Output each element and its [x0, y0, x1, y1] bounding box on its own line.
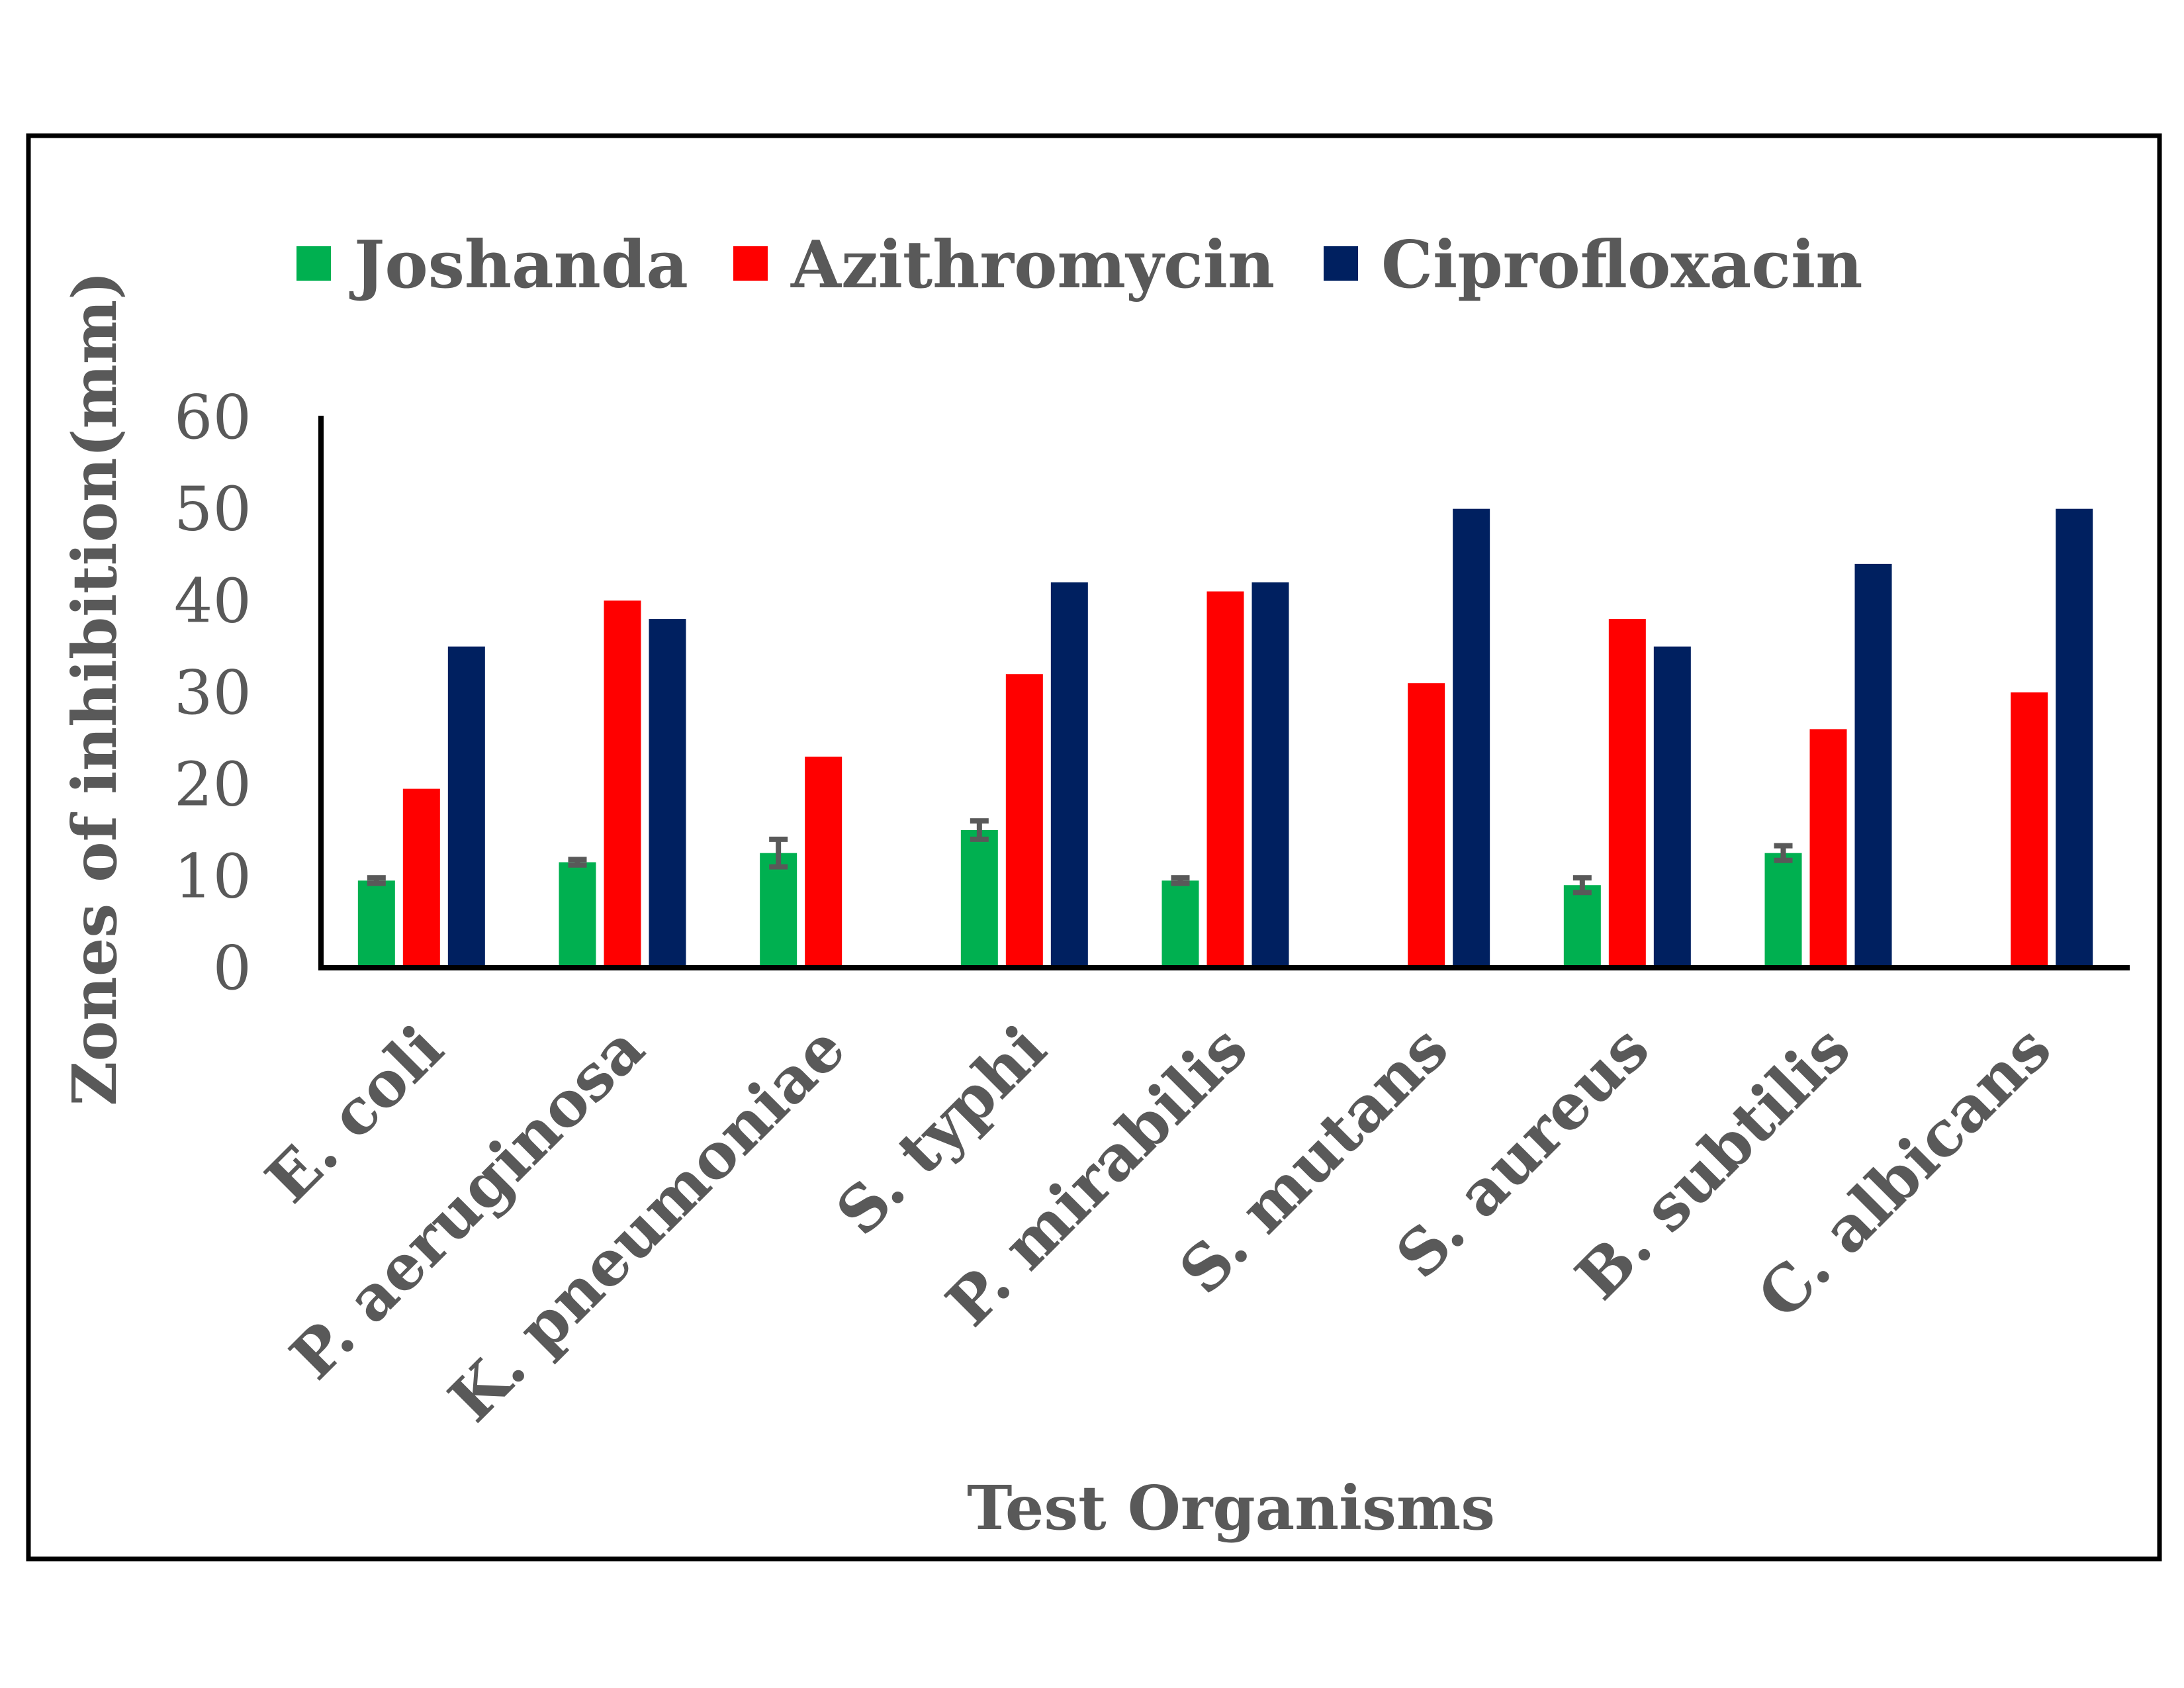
- bar-joshanda-8: [1764, 853, 1802, 968]
- error-bar-5: [1171, 875, 1190, 886]
- bar-ciprofloxacin-8: [1854, 563, 1892, 968]
- y-tick-label: 60: [174, 382, 251, 453]
- bars: [357, 508, 2093, 968]
- error-bar-2: [568, 857, 587, 868]
- error-bars: [367, 818, 1793, 896]
- error-bar-3: [769, 836, 788, 870]
- y-axis-title: Zones of inhibition(mm): [59, 271, 130, 1105]
- x-tick-label: E. coli: [252, 1011, 457, 1217]
- bar-azithromycin-7: [1608, 619, 1646, 968]
- error-bar-1: [367, 875, 386, 886]
- legend: Joshanda Azithromycin Ciprofloxacin: [296, 227, 1862, 303]
- bar-azithromycin-4: [1005, 674, 1043, 968]
- bar-azithromycin-6: [1408, 683, 1445, 968]
- bar-ciprofloxacin-2: [649, 619, 686, 968]
- bar-joshanda-2: [559, 862, 596, 968]
- bar-joshanda-4: [960, 830, 998, 968]
- y-tick-label: 20: [174, 749, 251, 820]
- bar-joshanda-7: [1563, 885, 1601, 968]
- bar-joshanda-3: [760, 853, 797, 968]
- bar-azithromycin-3: [805, 757, 842, 968]
- bar-ciprofloxacin-9: [2056, 508, 2093, 968]
- bar-azithromycin-5: [1206, 591, 1244, 968]
- bar-azithromycin-9: [2011, 692, 2048, 968]
- legend-label-2: Azithromycin: [790, 227, 1275, 303]
- bar-ciprofloxacin-6: [1453, 508, 1490, 968]
- legend-label-1: Joshanda: [349, 227, 688, 303]
- bar-azithromycin-1: [402, 788, 440, 968]
- y-tick-label: 50: [174, 474, 251, 545]
- bar-ciprofloxacin-4: [1050, 582, 1088, 968]
- y-tick-label: 10: [174, 841, 251, 912]
- y-tick-label: 40: [174, 565, 251, 636]
- legend-swatch-3: [1324, 246, 1358, 281]
- legend-label-3: Ciprofloxacin: [1381, 227, 1862, 303]
- y-tick-label: 0: [212, 933, 251, 1004]
- legend-swatch-1: [296, 246, 331, 281]
- error-bar-8: [1774, 843, 1793, 863]
- bar-ciprofloxacin-5: [1251, 582, 1289, 968]
- y-axis-ticks: 0 10 20 30 40 50 60: [174, 382, 251, 1004]
- bar-azithromycin-2: [604, 600, 641, 968]
- bar-joshanda-5: [1161, 880, 1199, 968]
- bar-ciprofloxacin-1: [447, 646, 485, 968]
- bar-azithromycin-8: [1809, 729, 1847, 968]
- error-bar-7: [1572, 875, 1592, 896]
- bar-ciprofloxacin-7: [1653, 646, 1691, 968]
- chart-frame: [26, 133, 2162, 1562]
- bar-joshanda-1: [357, 880, 395, 968]
- x-tick-label: K. pneumoniae: [435, 1011, 860, 1436]
- y-tick-label: 30: [174, 657, 251, 728]
- x-axis-title: Test Organisms: [967, 1472, 1495, 1544]
- x-tick-label: P. aeruginosa: [277, 1011, 659, 1393]
- error-bar-4: [970, 818, 989, 842]
- legend-swatch-2: [733, 246, 768, 281]
